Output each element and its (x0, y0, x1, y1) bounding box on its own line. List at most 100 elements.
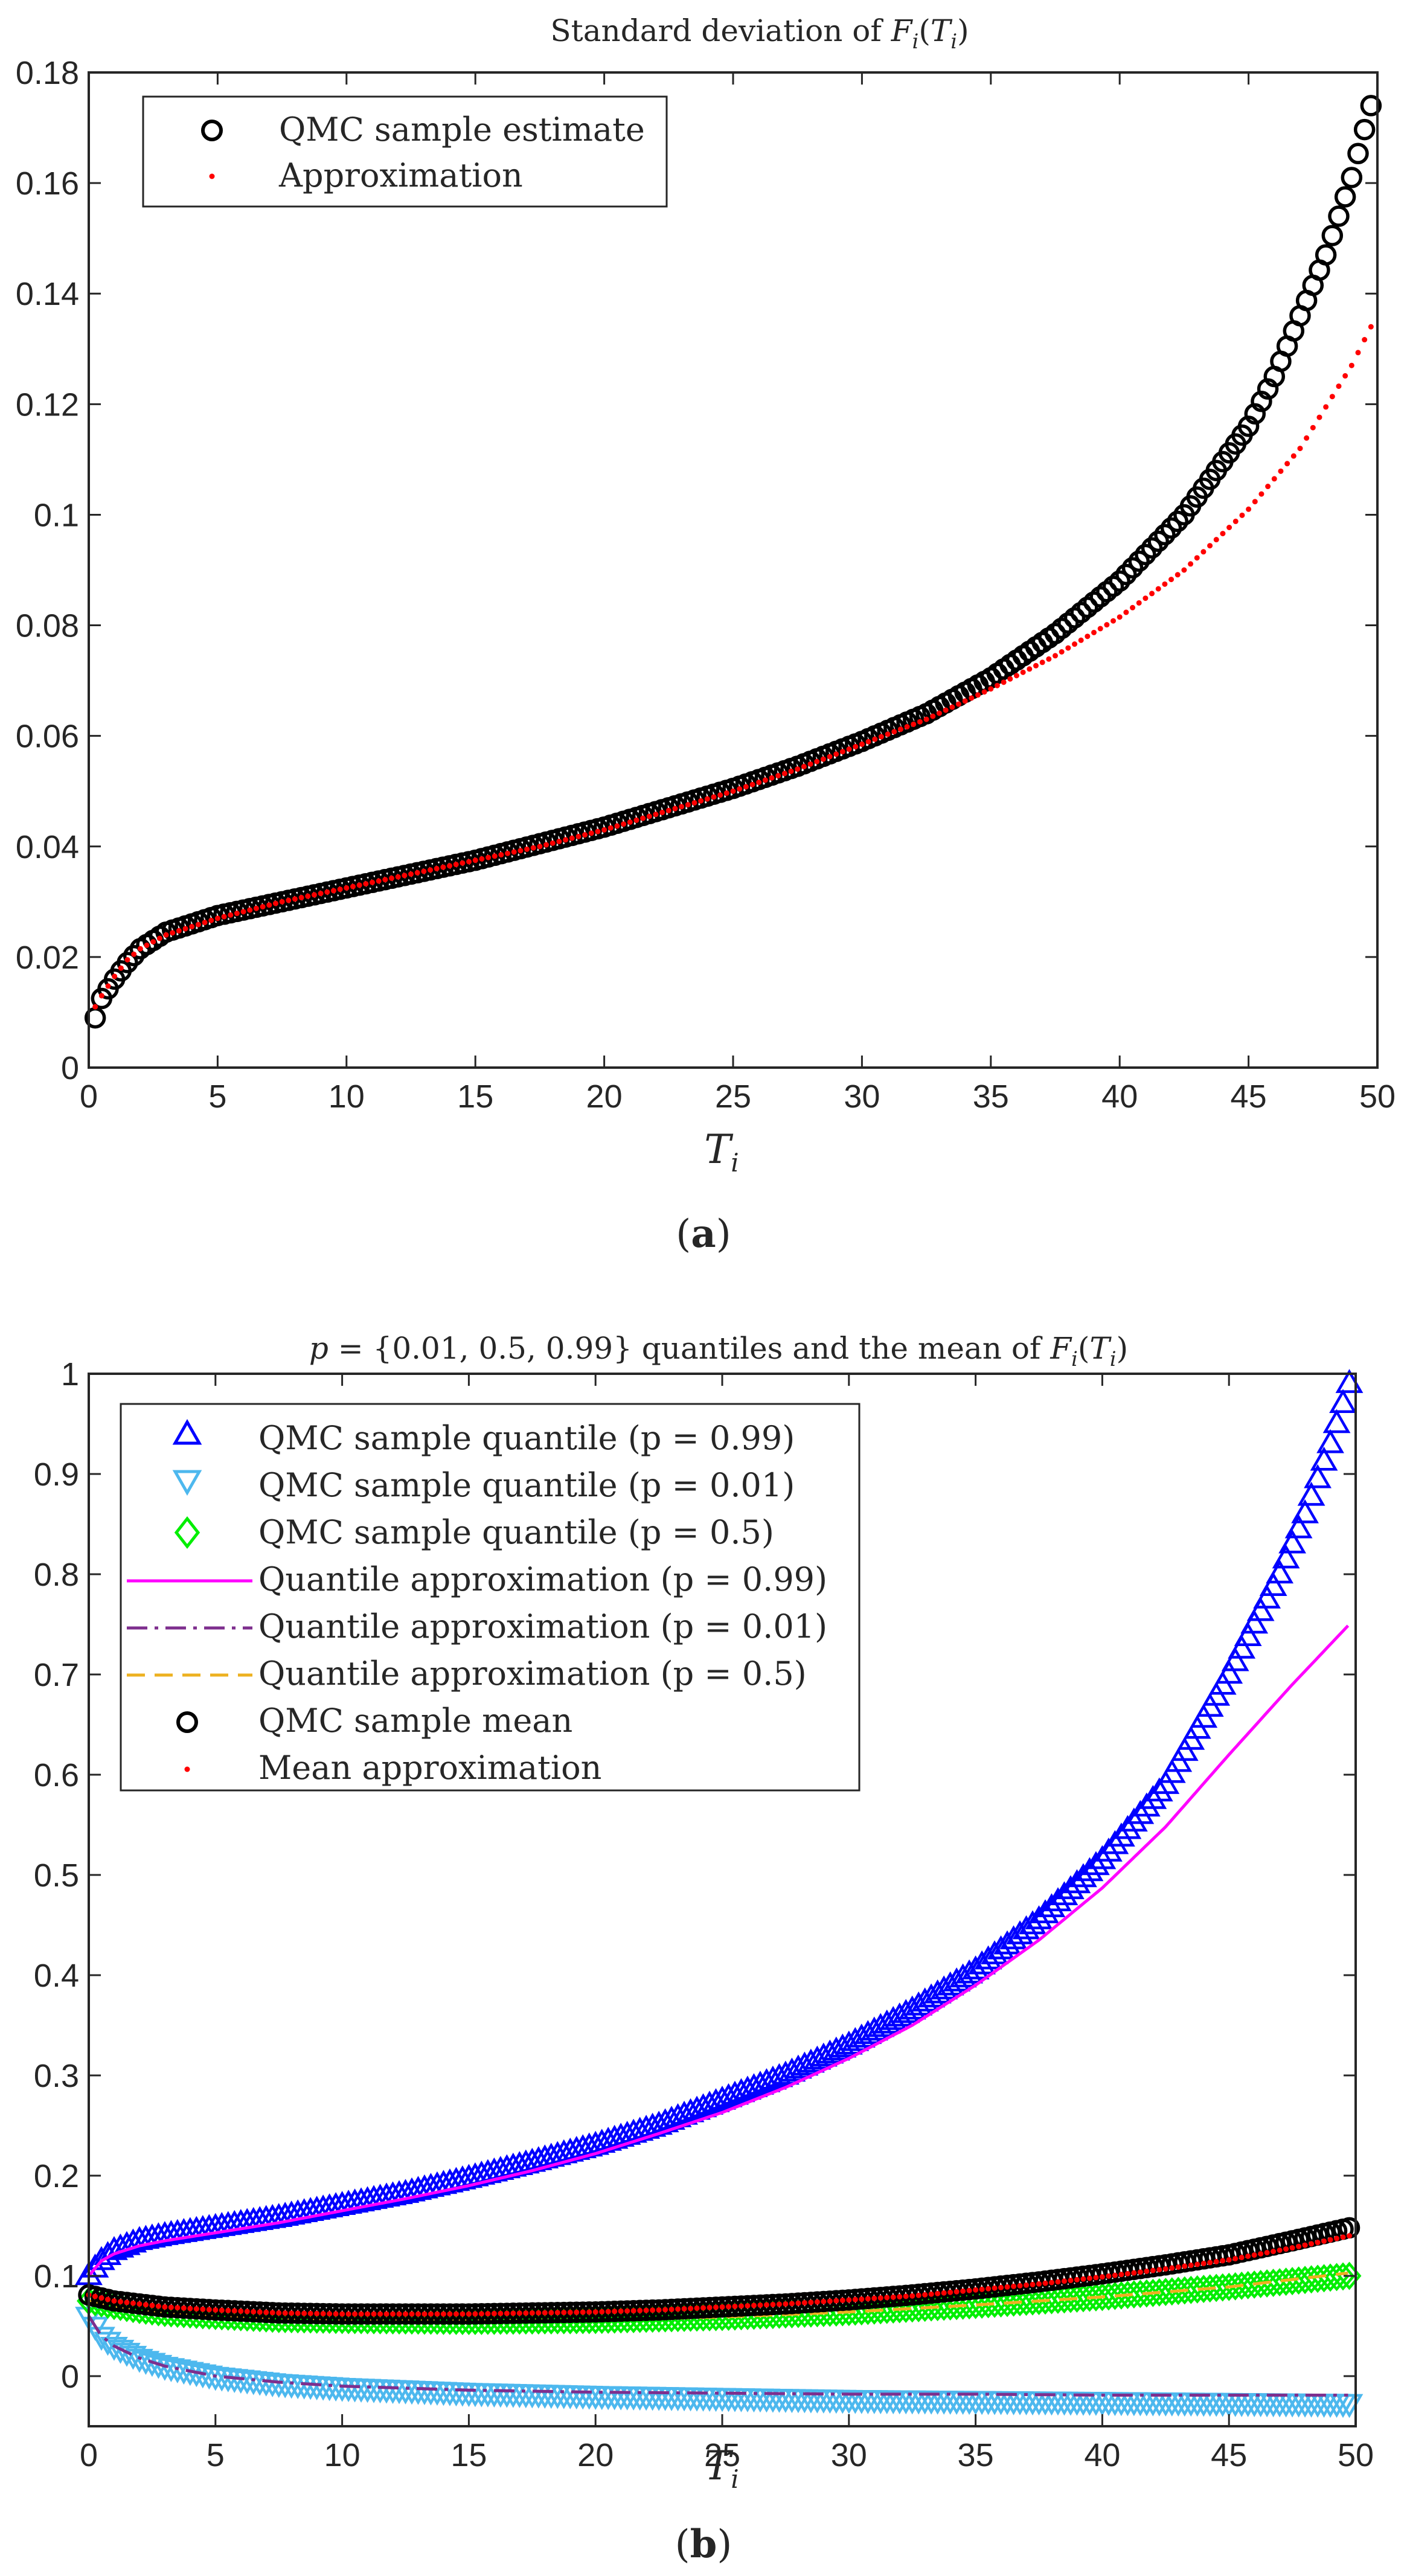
chart-a-point (123, 944, 145, 967)
chart-b-point (681, 2305, 687, 2312)
chart-b-point (1063, 1869, 1091, 1894)
chart-b-point (751, 2302, 757, 2308)
chart-a-point (518, 848, 524, 854)
chart-b-point (390, 2311, 396, 2317)
chart-b-point (1162, 2266, 1168, 2272)
chart-a-xtick-label: 35 (973, 1078, 1009, 1115)
chart-b-point (897, 2294, 903, 2300)
chart-a-point (556, 839, 562, 845)
chart-a-point (723, 790, 729, 796)
chart-a-point (137, 946, 143, 952)
chart-a-point (228, 912, 234, 918)
chart-b-point (307, 2310, 313, 2316)
chart-a-point (382, 877, 388, 883)
chart-b-point (143, 2302, 149, 2308)
chart-b-point (1093, 2275, 1099, 2281)
chart-b-point (403, 2311, 408, 2317)
chart-a-point (460, 860, 466, 866)
chart-a-point (1135, 543, 1156, 566)
chart-a-ytick-label: 0.16 (16, 165, 79, 202)
chart-a-point (1368, 324, 1374, 330)
chart-b-series-quantile-approximation-p-0-99 (88, 1624, 1350, 2277)
chart-a-point (1278, 468, 1284, 474)
chart-b-point (1232, 2255, 1239, 2261)
chart-b-point (1082, 1851, 1110, 1876)
chart-a-point (1091, 629, 1097, 635)
chart-a-point (1168, 577, 1175, 583)
chart-a-point (1315, 244, 1337, 266)
chart-b-point (1277, 2248, 1283, 2254)
chart-b-point (795, 2300, 801, 2306)
chart-a-point (911, 721, 917, 727)
chart-b-point (409, 2311, 415, 2317)
chart-b-point (1153, 2278, 1178, 2307)
chart-a-point (1188, 561, 1194, 567)
chart-b-point (947, 2289, 953, 2295)
chart-b-point (935, 2290, 941, 2296)
chart-b-point (801, 2299, 807, 2305)
chart-a-point (1065, 645, 1071, 651)
chart-a-point (1059, 649, 1065, 655)
chart-b-point (1166, 2276, 1191, 2305)
chart-b-point (1106, 2273, 1112, 2279)
chart-b-point (675, 2306, 681, 2312)
chart-b-point (966, 2287, 972, 2293)
chart-a-point (117, 952, 138, 973)
chart-b-point (859, 2296, 865, 2302)
chart-a-point (1097, 626, 1103, 632)
chart-b-ytick-label: 0.2 (34, 2158, 79, 2194)
chart-b-point (1329, 1389, 1357, 1414)
chart-b-point (181, 2305, 187, 2311)
chart-b-point (333, 2311, 339, 2317)
chart-b-point (352, 2311, 358, 2317)
chart-b-point (1159, 2277, 1184, 2306)
chart-b-point (1182, 2263, 1188, 2269)
chart-b-point (605, 2308, 611, 2315)
chart-b-point (1315, 2240, 1321, 2246)
chart-a-point (962, 698, 968, 704)
chart-b-point (599, 2308, 605, 2315)
chart-b-point (1068, 2277, 1074, 2283)
chart-b-point (1050, 1881, 1078, 1906)
chart-a-ytick-label: 0.06 (16, 719, 79, 755)
chart-b-point (612, 2308, 618, 2315)
chart-b-point (327, 2311, 333, 2317)
chart-b-point (301, 2310, 307, 2316)
chart-b-point (1134, 2279, 1159, 2308)
chart-b-point (1266, 1559, 1294, 1584)
chart-b-point (1242, 2270, 1267, 2299)
legend-label-q50-sample: QMC sample quantile (p = 0.5) (258, 1513, 774, 1551)
chart-a-xtick-label: 0 (80, 1078, 98, 1115)
chart-a-point (917, 719, 923, 725)
chart-b-point (1272, 1544, 1300, 1569)
chart-a-point (524, 846, 530, 852)
chart-b-point (1139, 1784, 1167, 1809)
chart-a-point (189, 924, 195, 930)
chart-b-point (770, 2301, 776, 2307)
chart-a-point (807, 761, 813, 767)
chart-a-point (820, 756, 826, 762)
chart-a-ytick-label: 0.02 (16, 940, 79, 976)
chart-b-point (670, 2100, 698, 2125)
chart-b-ytick-label: 0.7 (34, 1657, 79, 1693)
chart-a-point (98, 993, 104, 999)
chart-b-point (903, 2293, 909, 2299)
chart-b-point (1185, 2275, 1210, 2304)
chart-a-point (1149, 591, 1155, 597)
chart-b-point (1207, 2260, 1213, 2266)
chart-a-point (530, 845, 536, 851)
chart-b-point (694, 2305, 700, 2311)
legend-marker-approximation (209, 173, 215, 179)
chart-b-point (175, 2305, 181, 2311)
chart-b-point (491, 2310, 497, 2316)
chart-b-point (106, 2233, 135, 2258)
chart-a-point (1252, 499, 1258, 505)
chart-a-point (402, 873, 408, 879)
chart-b-point (149, 2302, 155, 2308)
chart-b-point (757, 2302, 763, 2308)
chart-a-point (1007, 676, 1013, 682)
chart-a-ticks: 0 5 10 15 20 25 30 35 40 45 50 0 0.02 0.04 0.06 0.08 0.1… (16, 55, 1396, 1115)
chart-b-point (979, 2286, 985, 2292)
chart-a-point (234, 911, 240, 917)
chart-a-point (1265, 484, 1271, 490)
